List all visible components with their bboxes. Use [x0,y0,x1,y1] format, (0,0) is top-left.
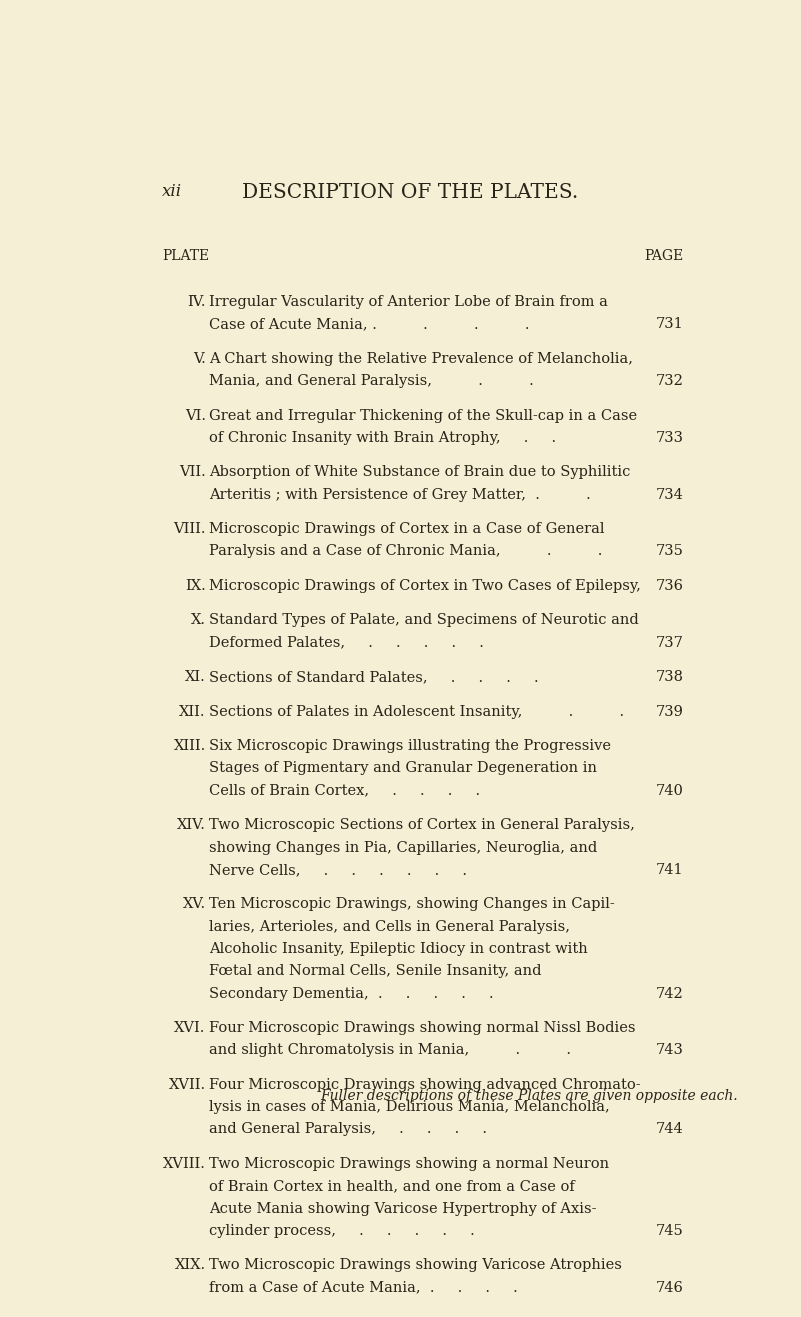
Text: 744: 744 [656,1122,683,1137]
Text: Two Microscopic Drawings showing a normal Neuron: Two Microscopic Drawings showing a norma… [209,1156,609,1171]
Text: Four Microscopic Drawings showing advanced Chromato-: Four Microscopic Drawings showing advanc… [209,1077,640,1092]
Text: XV.: XV. [183,897,206,911]
Text: VII.: VII. [179,465,206,479]
Text: laries, Arterioles, and Cells in General Paralysis,: laries, Arterioles, and Cells in General… [209,919,570,934]
Text: Secondary Dementia,  .     .     .     .     .: Secondary Dementia, . . . . . [209,986,493,1001]
Text: Arteritis ; with Persistence of Grey Matter,  .          .: Arteritis ; with Persistence of Grey Mat… [209,487,590,502]
Text: 742: 742 [656,986,683,1001]
Text: Fuller descriptions of these Plates are given opposite each.: Fuller descriptions of these Plates are … [320,1089,739,1102]
Text: XII.: XII. [179,705,206,719]
Text: xii: xii [162,183,183,200]
Text: 737: 737 [656,636,683,649]
Text: Absorption of White Substance of Brain due to Syphilitic: Absorption of White Substance of Brain d… [209,465,630,479]
Text: X.: X. [191,614,206,627]
Text: PAGE: PAGE [644,249,683,263]
Text: A Chart showing the Relative Prevalence of Melancholia,: A Chart showing the Relative Prevalence … [209,352,633,366]
Text: Standard Types of Palate, and Specimens of Neurotic and: Standard Types of Palate, and Specimens … [209,614,638,627]
Text: XIII.: XIII. [173,739,206,753]
Text: Mania, and General Paralysis,          .          .: Mania, and General Paralysis, . . [209,374,533,389]
Text: XIV.: XIV. [177,818,206,832]
Text: Acute Mania showing Varicose Hypertrophy of Axis-: Acute Mania showing Varicose Hypertrophy… [209,1201,596,1216]
Text: 741: 741 [656,863,683,877]
Text: XVIII.: XVIII. [163,1156,206,1171]
Text: 740: 740 [656,784,683,798]
Text: showing Changes in Pia, Capillaries, Neuroglia, and: showing Changes in Pia, Capillaries, Neu… [209,840,597,855]
Text: XIX.: XIX. [175,1258,206,1272]
Text: Four Microscopic Drawings showing normal Nissl Bodies: Four Microscopic Drawings showing normal… [209,1021,635,1035]
Text: XVI.: XVI. [175,1021,206,1035]
Text: Great and Irregular Thickening of the Skull-cap in a Case: Great and Irregular Thickening of the Sk… [209,408,637,423]
Text: Ten Microscopic Drawings, showing Changes in Capil-: Ten Microscopic Drawings, showing Change… [209,897,614,911]
Text: 746: 746 [656,1280,683,1295]
Text: PLATE: PLATE [162,249,209,263]
Text: of Chronic Insanity with Brain Atrophy,     .     .: of Chronic Insanity with Brain Atrophy, … [209,431,556,445]
Text: Nerve Cells,     .     .     .     .     .     .: Nerve Cells, . . . . . . [209,863,467,877]
Text: Paralysis and a Case of Chronic Mania,          .          .: Paralysis and a Case of Chronic Mania, .… [209,544,602,558]
Text: 733: 733 [656,431,683,445]
Text: Deformed Palates,     .     .     .     .     .: Deformed Palates, . . . . . [209,636,484,649]
Text: Irregular Vascularity of Anterior Lobe of Brain from a: Irregular Vascularity of Anterior Lobe o… [209,295,608,309]
Text: 735: 735 [656,544,683,558]
Text: and slight Chromatolysis in Mania,          .          .: and slight Chromatolysis in Mania, . . [209,1043,571,1058]
Text: Alcoholic Insanity, Epileptic Idiocy in contrast with: Alcoholic Insanity, Epileptic Idiocy in … [209,942,587,956]
Text: Cells of Brain Cortex,     .     .     .     .: Cells of Brain Cortex, . . . . [209,784,480,798]
Text: Microscopic Drawings of Cortex in Two Cases of Epilepsy,: Microscopic Drawings of Cortex in Two Ca… [209,579,641,593]
Text: Microscopic Drawings of Cortex in a Case of General: Microscopic Drawings of Cortex in a Case… [209,522,604,536]
Text: lysis in cases of Mania, Delirious Mania, Melancholia,: lysis in cases of Mania, Delirious Mania… [209,1100,610,1114]
Text: from a Case of Acute Mania,  .     .     .     .: from a Case of Acute Mania, . . . . [209,1280,517,1295]
Text: Two Microscopic Drawings showing Varicose Atrophies: Two Microscopic Drawings showing Varicos… [209,1258,622,1272]
Text: XI.: XI. [185,670,206,684]
Text: 745: 745 [656,1223,683,1238]
Text: 732: 732 [656,374,683,389]
Text: 734: 734 [656,487,683,502]
Text: Fœtal and Normal Cells, Senile Insanity, and: Fœtal and Normal Cells, Senile Insanity,… [209,964,541,979]
Text: VI.: VI. [185,408,206,423]
Text: Case of Acute Mania, .          .          .          .: Case of Acute Mania, . . . . [209,317,529,332]
Text: Two Microscopic Sections of Cortex in General Paralysis,: Two Microscopic Sections of Cortex in Ge… [209,818,634,832]
Text: 743: 743 [656,1043,683,1058]
Text: XVII.: XVII. [168,1077,206,1092]
Text: V.: V. [193,352,206,366]
Text: IX.: IX. [185,579,206,593]
Text: 731: 731 [656,317,683,332]
Text: 738: 738 [656,670,683,684]
Text: Sections of Standard Palates,     .     .     .     .: Sections of Standard Palates, . . . . [209,670,538,684]
Text: cylinder process,     .     .     .     .     .: cylinder process, . . . . . [209,1223,474,1238]
Text: and General Paralysis,     .     .     .     .: and General Paralysis, . . . . [209,1122,487,1137]
Text: Stages of Pigmentary and Granular Degeneration in: Stages of Pigmentary and Granular Degene… [209,761,597,776]
Text: IV.: IV. [187,295,206,309]
Text: Six Microscopic Drawings illustrating the Progressive: Six Microscopic Drawings illustrating th… [209,739,610,753]
Text: DESCRIPTION OF THE PLATES.: DESCRIPTION OF THE PLATES. [243,183,578,203]
Text: VIII.: VIII. [173,522,206,536]
Text: 736: 736 [656,579,683,593]
Text: 739: 739 [656,705,683,719]
Text: Sections of Palates in Adolescent Insanity,          .          .: Sections of Palates in Adolescent Insani… [209,705,624,719]
Text: of Brain Cortex in health, and one from a Case of: of Brain Cortex in health, and one from … [209,1179,574,1193]
